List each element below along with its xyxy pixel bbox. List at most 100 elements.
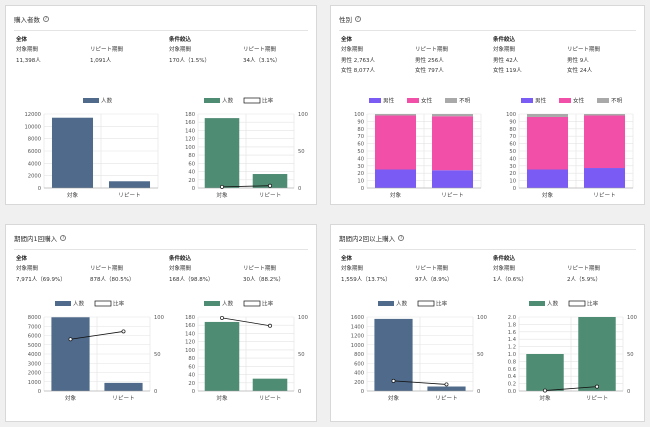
- value-target-female: 女性 8,077人: [341, 67, 375, 74]
- bar-segment: [431, 170, 474, 188]
- legend-label: 人数: [73, 300, 85, 308]
- y-tick-label: 0.4: [508, 374, 517, 380]
- legend-swatch: [378, 301, 394, 306]
- legend-swatch: [83, 98, 99, 103]
- chart-filtered-count-ratio: 0 20 40 60 80 100 120 140 160 180 対象 リピート 0 50 100 人数 比率: [185, 300, 308, 403]
- legend-swatch: [243, 97, 261, 104]
- y-tick-label: 0: [38, 389, 41, 395]
- label-repeat-period: リピート期間: [90, 46, 124, 53]
- help-icon[interactable]: ?: [355, 16, 361, 22]
- y-tick-label: 2000: [28, 371, 41, 377]
- y-tick-label: 0: [192, 389, 195, 395]
- card-gender: 性別? 全体 対象期間 リピート期間 男性 2,763人 男性 256人 女性 8,…: [330, 5, 645, 205]
- y2-tick-label: 0: [298, 186, 301, 192]
- y-tick-label: 4000: [28, 161, 41, 167]
- value-repeat: 1,091人: [90, 58, 112, 64]
- card-title: 性別?: [339, 14, 361, 24]
- legend-swatch: [204, 301, 220, 306]
- y-tick-label: 7000: [28, 324, 41, 330]
- x-tick-label: リピート: [586, 395, 608, 402]
- ratio-point: [268, 323, 272, 328]
- y-tick-label: 120: [185, 137, 195, 143]
- card-once: 期間内1回購入? 全体 対象期間 リピート期間 7,971人（69.9%） 878人…: [5, 224, 317, 422]
- legend-label: 人数: [222, 300, 234, 308]
- chart-overall-count: 0 2000 4000 6000 8000 10000 12000 対象 リピート 人数: [24, 97, 159, 199]
- section-heading: 全体: [16, 256, 28, 262]
- section-filtered: 条件絞込 対象期間 リピート期間 170人（1.5%） 34人（3.1%）: [169, 36, 315, 67]
- y-tick-label: 6000: [28, 334, 41, 340]
- legend-swatch: [445, 98, 457, 103]
- y-tick-label: 6000: [28, 149, 41, 155]
- y-tick-label: 0: [192, 186, 195, 192]
- y-tick-label: 160: [185, 120, 195, 126]
- legend-swatch: [94, 300, 112, 307]
- section-filtered: 条件絞込 対象期間 リピート期間 168人（98.8%） 30人（88.2%）: [169, 255, 315, 286]
- bar: [51, 317, 90, 391]
- bar-segment: [583, 115, 626, 169]
- help-icon[interactable]: ?: [43, 16, 49, 22]
- help-icon[interactable]: ?: [398, 235, 405, 241]
- x-tick-label: リピート: [593, 192, 615, 199]
- x-tick-label: リピート: [118, 192, 140, 199]
- y2-tick-label: 100: [298, 315, 308, 321]
- y-tick-label: 0.0: [508, 389, 516, 395]
- card-title-text: 購入者数: [14, 16, 40, 24]
- value-repeat-male: 男性 256人: [415, 58, 444, 64]
- help-icon[interactable]: ?: [60, 235, 67, 241]
- y-tick-label: 20: [509, 171, 516, 177]
- bar: [427, 386, 466, 391]
- y-tick-label: 0: [361, 186, 364, 192]
- legend-swatch: [204, 98, 220, 103]
- legend-label: 比率: [262, 300, 274, 308]
- legend-label: 比率: [113, 300, 125, 308]
- chart-overall-count-ratio: 0 1000 2000 3000 4000 5000 6000 7000 8000 対象 リピート 0…: [28, 300, 164, 403]
- x-tick-label: リピート: [435, 395, 457, 402]
- y2-tick-label: 100: [477, 315, 487, 321]
- legend-label: 女性: [421, 97, 433, 105]
- value-repeat: 30人（88.2%）: [243, 277, 284, 283]
- y-tick-label: 1200: [351, 334, 364, 340]
- y2-tick-label: 100: [627, 315, 637, 321]
- y-tick-label: 10000: [24, 124, 41, 130]
- label-repeat-period: リピート期間: [415, 265, 449, 272]
- y2-tick-label: 100: [298, 112, 308, 118]
- section-heading: 全体: [341, 37, 353, 43]
- label-repeat-period: リピート期間: [90, 265, 124, 272]
- x-tick-label: 対象: [539, 394, 551, 402]
- section-heading: 条件絞込: [493, 256, 516, 262]
- value-target: 168人（98.8%）: [169, 277, 214, 283]
- y-tick-label: 180: [185, 112, 195, 118]
- section-overall: 全体 対象期間 リピート期間 1,559人（13.7%） 97人（8.9%）: [341, 255, 487, 286]
- section-heading: 条件絞込: [169, 37, 192, 43]
- label-target-period: 対象期間: [169, 265, 192, 272]
- y-tick-label: 30: [357, 164, 364, 170]
- y2-tick-label: 0: [477, 389, 480, 395]
- section-overall: 全体 対象期間 リピート期間 11,398人 1,091人: [16, 36, 162, 67]
- legend-label: 人数: [222, 97, 234, 105]
- y-tick-label: 50: [509, 149, 516, 155]
- value-target: 7,971人（69.9%）: [16, 277, 66, 283]
- bar-segment: [431, 116, 474, 171]
- y2-tick-label: 0: [154, 389, 157, 395]
- legend-label: 女性: [573, 97, 585, 105]
- section-overall: 全体 対象期間 リピート期間 男性 2,763人 男性 256人 女性 8,077人…: [341, 36, 487, 76]
- ratio-line: [221, 185, 271, 188]
- chart-overall-count-ratio: 0 200 400 600 800 1000 1200 1400 1600 対象 リピート 0 50 10…: [351, 300, 487, 403]
- ratio-line: [70, 331, 124, 340]
- card-twice-or-more: 期間内2回以上購入? 全体 対象期間 リピート期間 1,559人（13.7%） 97…: [330, 224, 645, 422]
- label-repeat-period: リピート期間: [415, 46, 449, 53]
- value-target-male: 男性 2,763人: [341, 58, 375, 64]
- y-tick-label: 0.8: [508, 359, 516, 365]
- y-tick-label: 90: [509, 119, 516, 125]
- ratio-point: [121, 329, 126, 334]
- y-tick-label: 80: [357, 127, 364, 133]
- y-tick-label: 80: [509, 127, 516, 133]
- divider: [14, 249, 308, 250]
- y-tick-label: 1.0: [508, 352, 516, 358]
- label-target-period: 対象期間: [341, 46, 364, 53]
- section-heading: 全体: [341, 256, 353, 262]
- legend-label: 比率: [587, 300, 599, 308]
- bar: [204, 118, 240, 188]
- y-tick-label: 10: [357, 179, 364, 185]
- y-tick-label: 2000: [28, 174, 41, 180]
